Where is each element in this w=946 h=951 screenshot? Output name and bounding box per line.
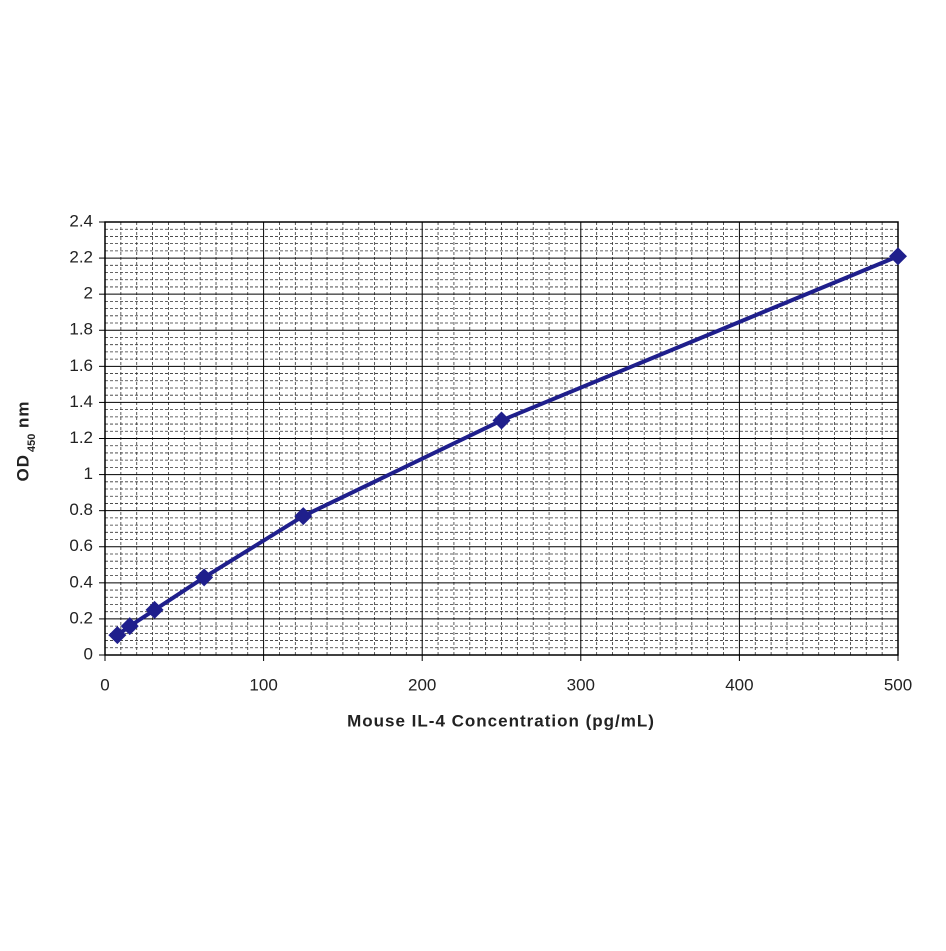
y-axis-label-main: OD	[13, 454, 32, 482]
x-tick-label: 300	[567, 675, 595, 694]
x-tick-label: 400	[725, 675, 753, 694]
data-point	[120, 617, 139, 636]
y-tick-label: 1	[84, 464, 93, 483]
data-point	[492, 411, 511, 430]
x-tick-label: 200	[408, 675, 436, 694]
x-axis-label: Mouse IL-4 Concentration (pg/mL)	[347, 711, 655, 730]
y-tick-label: 0.4	[69, 572, 93, 591]
data-point	[108, 626, 127, 645]
y-tick-label: 1.2	[69, 428, 93, 447]
y-axis-label: OD 450 nm	[13, 401, 37, 482]
x-tick-label: 500	[884, 675, 912, 694]
y-axis-label-sub: 450	[26, 434, 38, 452]
y-tick-label: 0	[84, 644, 93, 663]
y-tick-label: 1.4	[69, 392, 93, 411]
y-tick-label: 2.2	[69, 248, 93, 267]
data-point	[145, 600, 164, 619]
y-axis-label-suffix: nm	[13, 401, 32, 429]
y-tick-label: 1.8	[69, 320, 93, 339]
y-tick-label: 0.6	[69, 536, 93, 555]
plot-border	[104, 221, 899, 656]
data-point	[195, 568, 214, 587]
y-tick-label: 0.8	[69, 500, 93, 519]
y-tick-label: 1.6	[69, 356, 93, 375]
y-tick-label: 2	[84, 284, 93, 303]
data-point	[889, 247, 907, 266]
y-tick-label: 2.4	[69, 211, 93, 230]
x-tick-label: 0	[100, 675, 109, 694]
y-tick-label: 0.2	[69, 608, 93, 627]
x-tick-label: 100	[249, 675, 277, 694]
data-point	[294, 507, 313, 526]
